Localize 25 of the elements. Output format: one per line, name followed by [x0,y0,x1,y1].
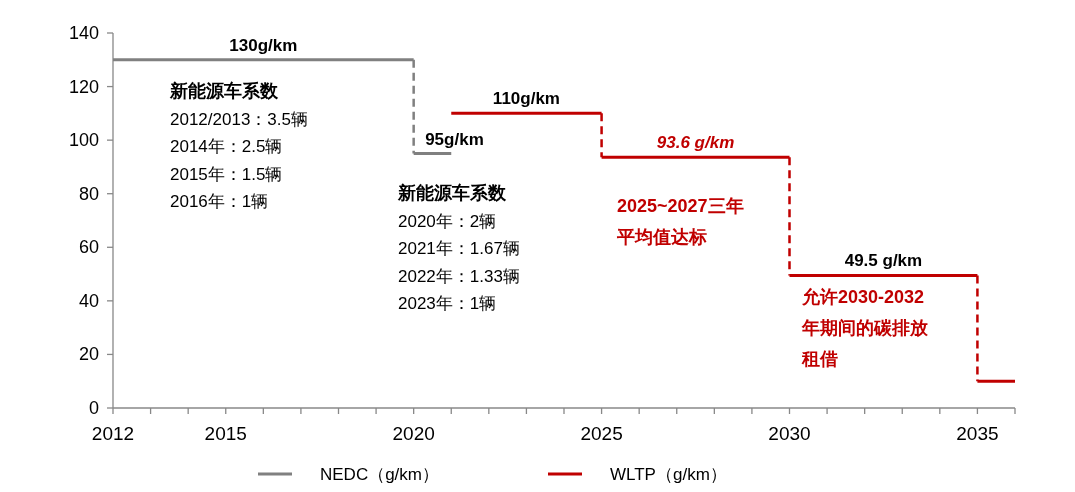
annotation: 110g/km [492,89,560,109]
annotation: 130g/km [229,35,298,55]
annotation: 2025~2027三年平均值达标 [616,196,744,247]
x-tick-label: 2012 [91,423,135,444]
x-tick-label: 2030 [768,423,811,444]
y-tick-label: 60 [78,237,99,258]
y-tick-label: 120 [68,76,99,97]
x-tick-label: 2025 [580,423,623,444]
y-tick-label: 140 [68,23,99,43]
annotation: 49.5 g/km [844,251,923,271]
x-tick-label: 2020 [392,423,435,444]
y-tick-label: 20 [78,344,99,365]
annotation: 95g/km [425,129,484,149]
x-tick-label: 2015 [204,423,247,444]
annotation: 新能源车系数 2020年：2辆 2021年：1.67辆 2022年：1.33辆 2023年：1辆 [397,183,520,313]
legend-label: NEDC（g/km） [320,465,440,484]
x-tick-label: 2035 [956,423,999,444]
annotation: 93.6 g/km [656,133,735,153]
y-tick-label: 80 [78,183,99,204]
annotation: 允许2030-2032年期间的碳排放租借 [801,287,929,369]
y-tick-label: 40 [78,290,99,311]
legend-label: WLTP（g/km） [610,465,727,484]
y-tick-label: 100 [68,130,99,151]
y-tick-label: 0 [88,398,99,418]
annotation: 新能源车系数 2012/2013：3.5辆 2014年：2.5辆 2015年：1.5辆 2016年：1辆 [169,81,308,211]
